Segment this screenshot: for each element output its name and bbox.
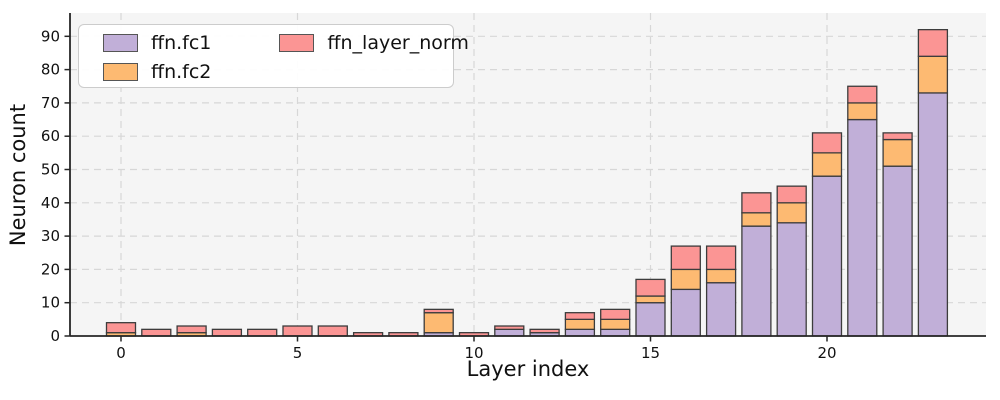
- bar-segment-ffn-layer-norm-x6: [317, 325, 348, 337]
- bar-segment-ffn-fc1-x23: [917, 92, 949, 337]
- bar-segment-ffn-fc2-x9: [423, 312, 454, 334]
- bar-segment-ffn-fc1-x22: [882, 165, 913, 337]
- y-tick-label-10: 10: [41, 294, 60, 312]
- x-tick-label-20: 20: [817, 344, 836, 362]
- y-tick-label-30: 30: [41, 227, 60, 245]
- legend-swatch-ffn-fc2: [103, 63, 138, 81]
- y-tick-label-20: 20: [41, 260, 60, 278]
- legend-label-ffn-fc2: ffn.fc2: [151, 61, 212, 83]
- bar-segment-ffn-fc2-x19: [776, 202, 807, 224]
- bar-segment-ffn-layer-norm-x20: [811, 132, 843, 154]
- bar-segment-ffn-layer-norm-x14: [600, 308, 631, 321]
- bar-segment-ffn-layer-norm-x1: [141, 328, 172, 337]
- legend-label-ffn-layer-norm: ffn_layer_norm: [327, 32, 469, 54]
- x-axis-label: Layer index: [466, 357, 590, 381]
- bar-segment-ffn-fc1-x13: [564, 328, 596, 337]
- bar-segment-ffn-fc1-x21: [847, 118, 878, 337]
- x-tick-label-15: 15: [641, 344, 660, 362]
- legend-swatch-ffn-fc1: [103, 34, 138, 52]
- bar-segment-ffn-layer-norm-x4: [247, 328, 278, 337]
- bar-segment-ffn-fc1-x15: [635, 302, 666, 337]
- bar-segment-ffn-layer-norm-x21: [847, 85, 878, 104]
- bar-segment-ffn-fc2-x20: [811, 152, 843, 177]
- bar-segment-ffn-fc2-x14: [600, 318, 631, 330]
- bar-segment-ffn-layer-norm-x12: [529, 328, 560, 334]
- y-tick-label-60: 60: [41, 127, 60, 145]
- bar-segment-ffn-fc2-x22: [882, 138, 913, 167]
- y-tick-label-40: 40: [41, 194, 60, 212]
- bar-segment-ffn-fc2-x21: [847, 102, 878, 121]
- bar-segment-ffn-layer-norm-x13: [564, 312, 596, 321]
- bar-segment-ffn-fc1-x19: [776, 222, 807, 337]
- bar-segment-ffn-fc1-x16: [670, 288, 701, 337]
- bar-segment-ffn-fc2-x13: [564, 318, 596, 330]
- y-axis-label: Neuron count: [6, 103, 30, 247]
- bar-segment-ffn-layer-norm-x19: [776, 185, 807, 204]
- legend-label-ffn-fc1: ffn.fc1: [151, 32, 212, 54]
- legend-column-2: ffn_layer_norm: [279, 32, 469, 87]
- x-tick-label-5: 5: [293, 344, 303, 362]
- bar-segment-ffn-fc2-x17: [705, 268, 737, 284]
- bar-segment-ffn-layer-norm-x0: [105, 322, 137, 334]
- bar-segment-ffn-fc2-x16: [670, 268, 701, 291]
- x-tick-label-0: 0: [116, 344, 126, 362]
- bar-segment-ffn-layer-norm-x5: [282, 325, 313, 337]
- legend-item-ffn-fc1: ffn.fc1: [103, 32, 211, 54]
- bar-segment-ffn-fc1-x20: [811, 175, 843, 337]
- bar-segment-ffn-fc2-x18: [741, 212, 772, 227]
- bar-segment-ffn-fc2-x15: [635, 295, 666, 304]
- legend-swatch-ffn-layer-norm: [279, 34, 315, 52]
- y-tick-label-80: 80: [41, 61, 60, 79]
- bar-segment-ffn-layer-norm-x22: [882, 132, 913, 141]
- bar-segment-ffn-layer-norm-x17: [705, 245, 737, 271]
- bar-segment-ffn-layer-norm-x3: [211, 328, 243, 337]
- y-tick-label-90: 90: [41, 27, 60, 45]
- bar-segment-ffn-layer-norm-x11: [494, 325, 525, 330]
- y-tick-label-50: 50: [41, 161, 60, 179]
- bar-segment-ffn-layer-norm-x18: [741, 192, 772, 214]
- bar-segment-ffn-fc1-x11: [494, 328, 525, 337]
- bar-segment-ffn-layer-norm-x9: [423, 308, 454, 314]
- bar-segment-ffn-fc1-x14: [600, 328, 631, 337]
- bar-segment-ffn-fc1-x17: [705, 282, 737, 337]
- legend: ffn.fc1 ffn.fc2 ffn_layer_norm: [78, 24, 469, 88]
- y-tick-label-70: 70: [41, 94, 60, 112]
- bar-segment-ffn-fc2-x23: [917, 55, 949, 94]
- y-tick-label-0: 0: [50, 327, 60, 345]
- bar-segment-ffn-fc1-x18: [741, 225, 772, 337]
- bar-segment-ffn-layer-norm-x15: [635, 278, 666, 297]
- bar-segment-ffn-layer-norm-x23: [917, 28, 949, 57]
- x-tick-label-10: 10: [464, 344, 483, 362]
- bar-segment-ffn-layer-norm-x2: [176, 325, 207, 334]
- legend-item-ffn-fc2: ffn.fc2: [103, 61, 211, 83]
- legend-item-ffn-layer-norm: ffn_layer_norm: [279, 32, 469, 54]
- legend-column-1: ffn.fc1 ffn.fc2: [103, 32, 211, 87]
- bar-segment-ffn-layer-norm-x16: [670, 245, 701, 271]
